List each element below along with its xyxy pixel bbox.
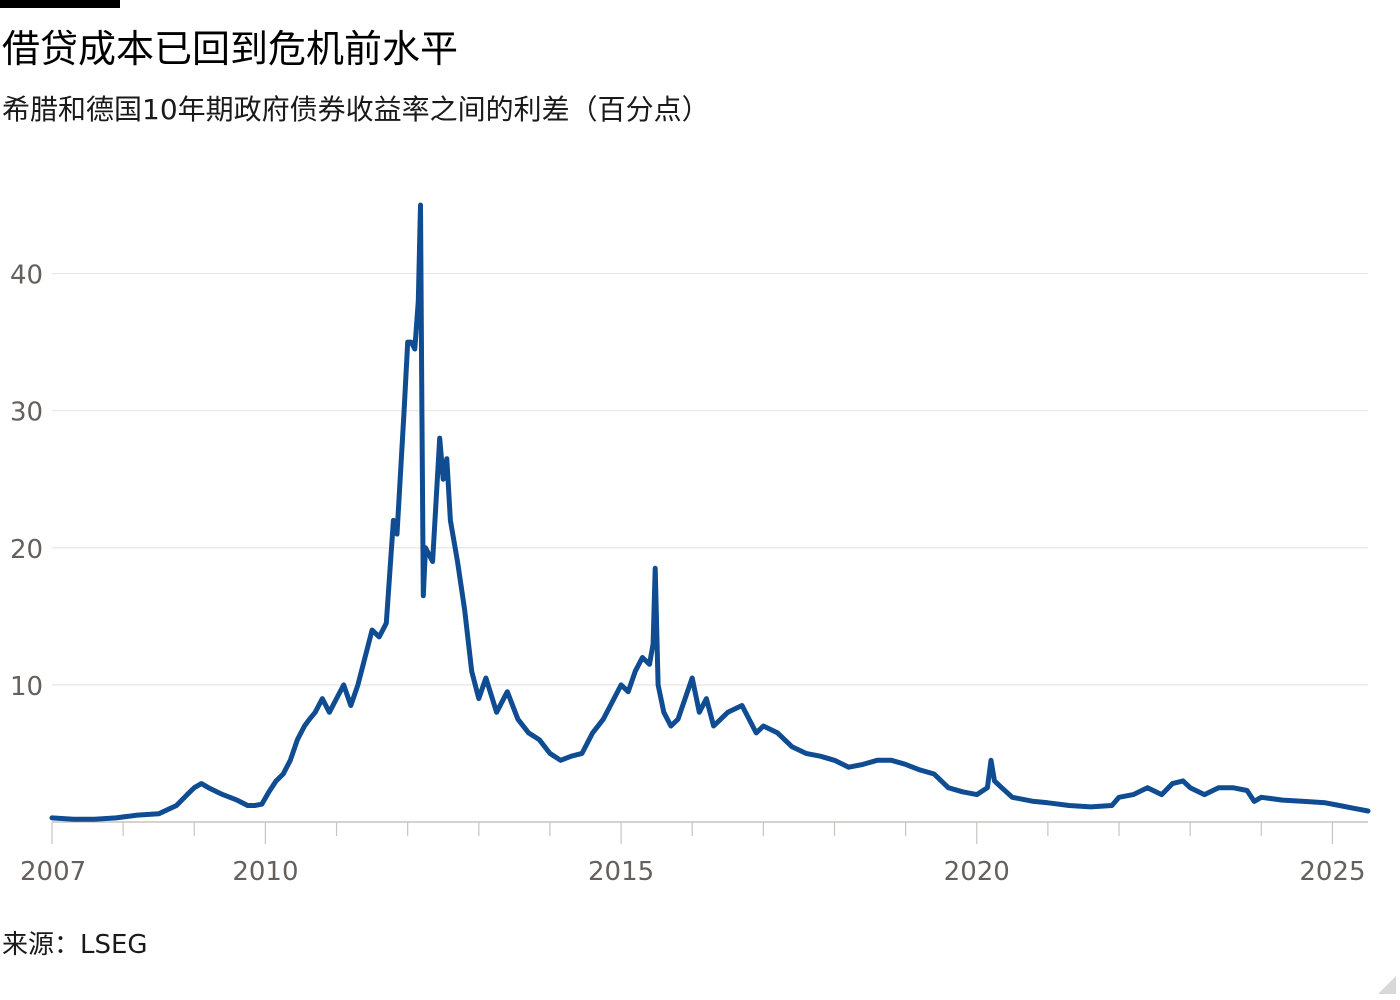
x-tick-label: 2015 [588,857,654,887]
y-tick-label: 40 [10,261,43,291]
y-tick-label: 20 [10,535,43,565]
x-tick-label: 2007 [20,857,86,887]
y-tick-label: 10 [10,672,43,702]
header-accent-bar [0,0,120,8]
x-axis-tick-labels: 2007 2010 2015 2020 2025 [20,857,1366,887]
source-note: 来源：LSEG [2,930,148,960]
gridlines [52,272,1368,686]
x-tick-label: 2010 [232,857,298,887]
chart-title: 借贷成本已回到危机前水平 [2,27,459,71]
chart-subtitle: 希腊和德国10年期政府债券收益率之间的利差（百分点） [2,93,710,126]
series-line [49,202,1371,822]
x-tick-label: 2025 [1299,857,1365,887]
x-axis [51,821,1368,844]
y-tick-label: 30 [10,398,43,428]
x-tick-label: 2020 [944,857,1010,887]
y-axis-tick-labels: 10 20 30 40 [10,261,43,702]
resize-corner-icon [1378,976,1396,994]
series-layer [49,202,1371,822]
